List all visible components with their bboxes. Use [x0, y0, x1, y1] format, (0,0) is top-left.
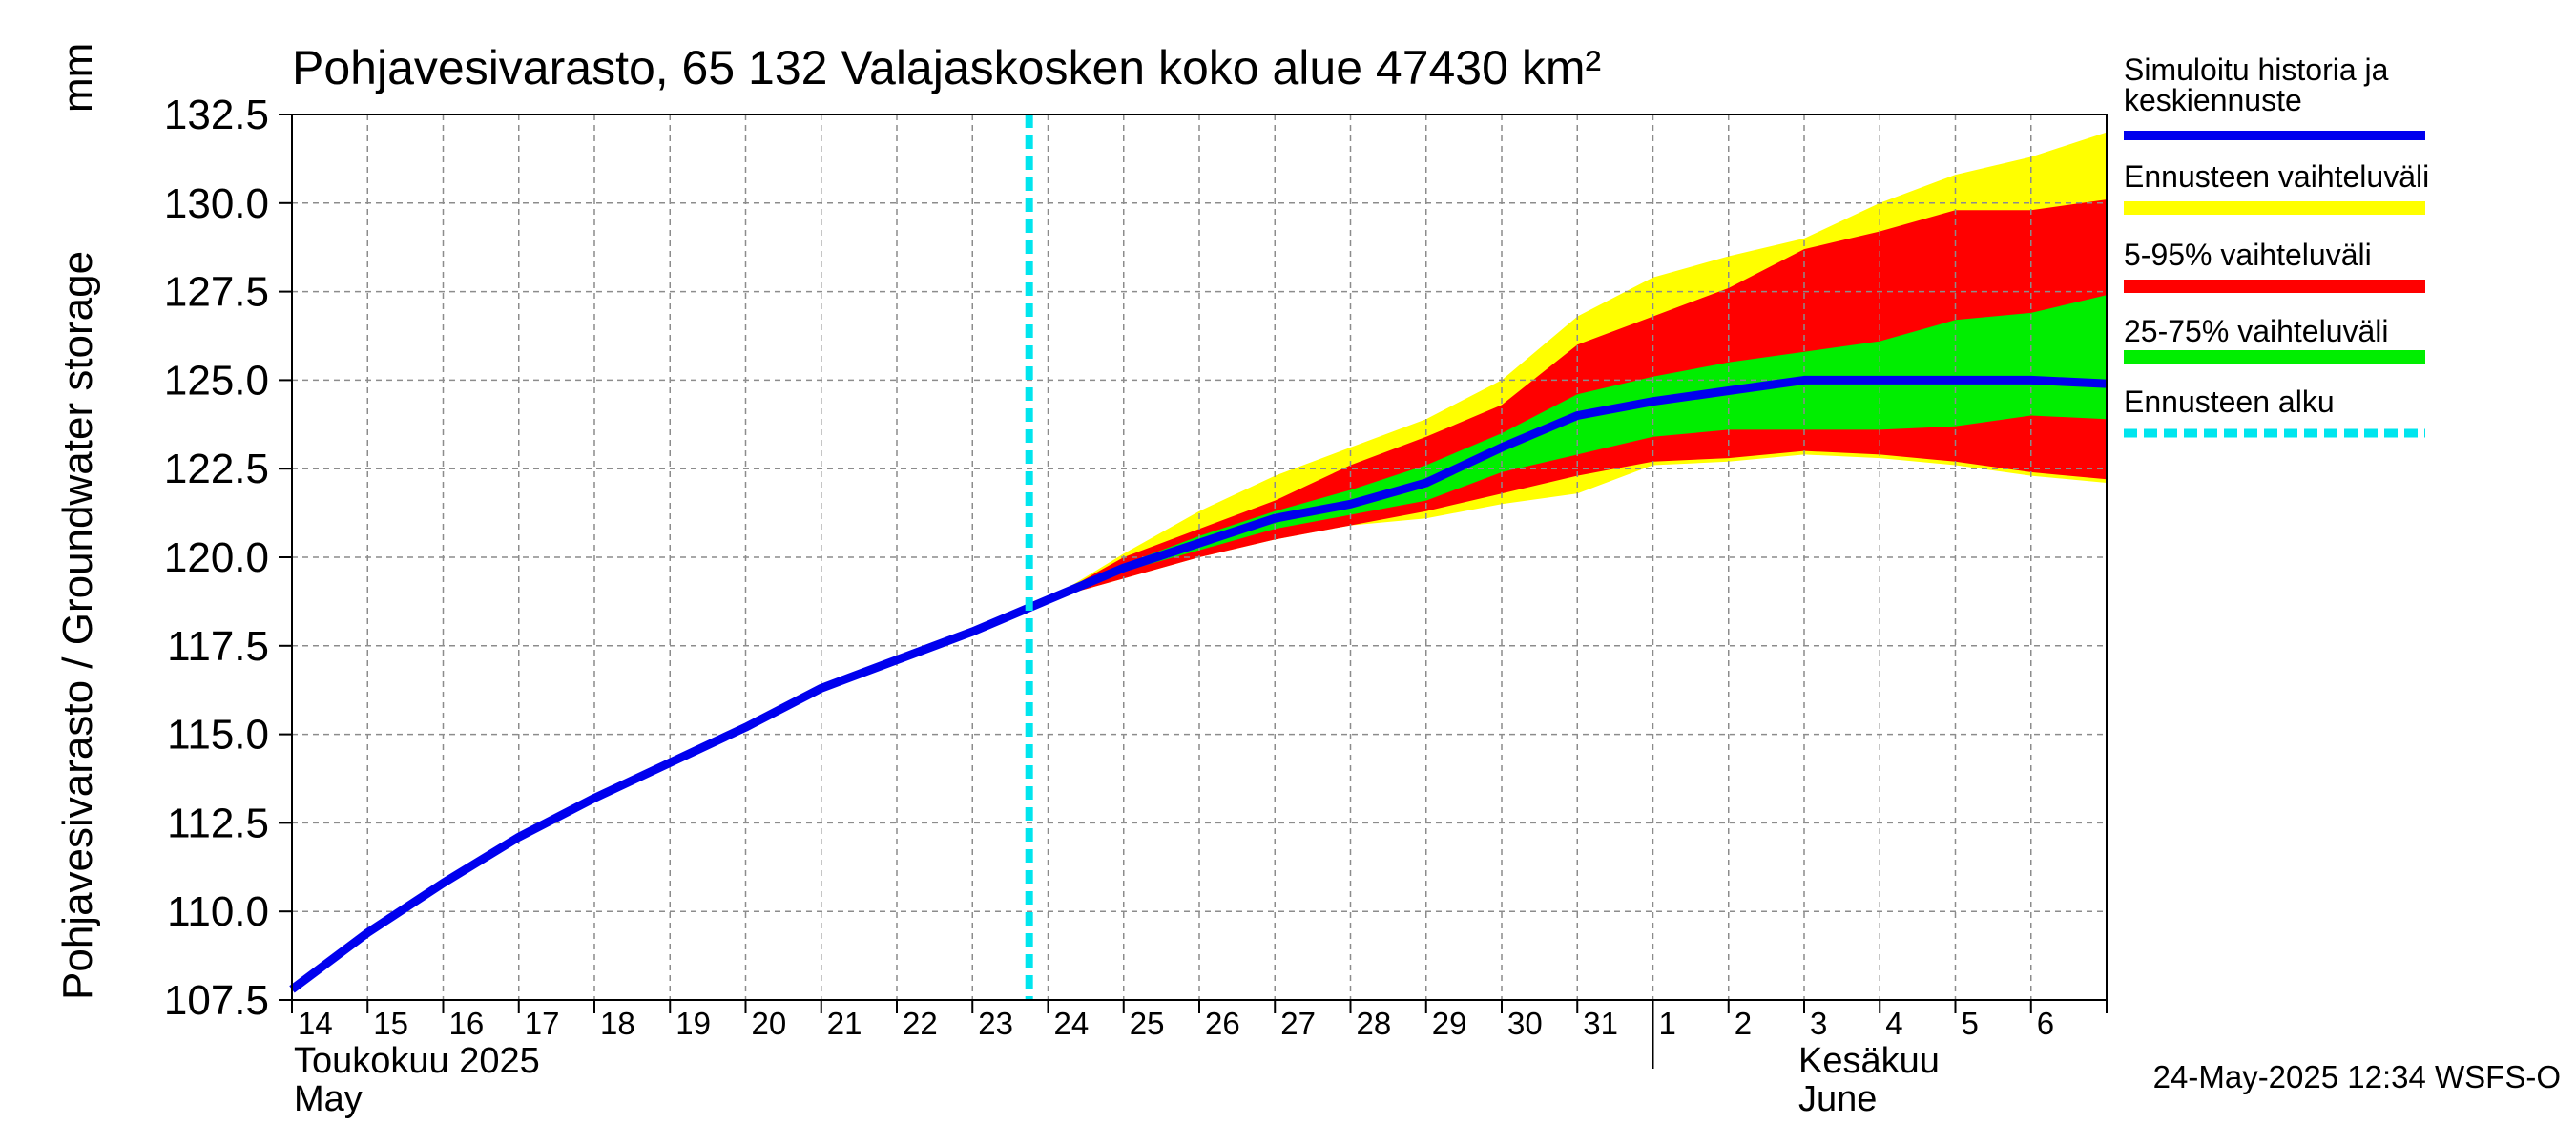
legend-label: Ennusteen alku — [2124, 385, 2335, 419]
x-axis: 14 15 16 17 18 19 20 21 22 23 24 25 26 27 28 29 30 31 1 2 3 4… — [291, 1000, 2108, 1119]
x-tick-label: 20 — [752, 1006, 787, 1041]
y-tick-label: 130.0 — [164, 180, 269, 227]
x-tick-label: 24 — [1054, 1006, 1090, 1041]
x-tick-label: 27 — [1280, 1006, 1316, 1041]
month-label: Toukokuu 2025 — [294, 1041, 540, 1081]
x-tick-label: 3 — [1810, 1006, 1827, 1041]
x-tick-label: 30 — [1507, 1006, 1543, 1041]
x-tick-label: 29 — [1432, 1006, 1467, 1041]
legend-swatch — [2124, 350, 2425, 364]
month-label-english: May — [294, 1079, 363, 1119]
legend-swatch — [2124, 280, 2425, 293]
x-tick-label: 4 — [1885, 1006, 1902, 1041]
y-axis-label: Pohjavesivarasto / Groundwater storage — [54, 251, 101, 1000]
x-tick-label: 1 — [1659, 1006, 1676, 1041]
y-tick-label: 125.0 — [164, 357, 269, 404]
month-label: Kesäkuu — [1798, 1041, 1940, 1081]
x-tick-label: 16 — [449, 1006, 485, 1041]
legend-swatch — [2124, 201, 2425, 215]
band-area-3 — [1048, 295, 2107, 600]
footer-timestamp: 24-May-2025 12:34 WSFS-O — [2153, 1059, 2561, 1094]
legend-label: keskiennuste — [2124, 83, 2302, 117]
x-tick-label: 26 — [1205, 1006, 1240, 1041]
x-tick-label: 14 — [298, 1006, 333, 1041]
y-tick-label: 132.5 — [164, 92, 269, 138]
line-layer — [289, 114, 2108, 1000]
y-axis-unit: mm — [54, 43, 101, 113]
x-tick-label: 28 — [1357, 1006, 1392, 1041]
x-tick-label: 22 — [903, 1006, 938, 1041]
y-tick-label: 117.5 — [167, 623, 269, 670]
y-tick-label: 112.5 — [167, 800, 269, 846]
x-tick-label: 23 — [978, 1006, 1013, 1041]
x-tick-label: 15 — [373, 1006, 408, 1041]
legend-label: 25-75% vaihteluväli — [2124, 314, 2389, 348]
x-tick-label: 21 — [827, 1006, 862, 1041]
legend-label: Ennusteen vaihteluväli — [2124, 159, 2429, 194]
y-axis: 107.5 110.0 112.5 115.0 117.5 120.0 122.5 125.0… — [164, 92, 292, 1024]
y-tick-label: 107.5 — [164, 977, 269, 1024]
x-tick-label: 19 — [675, 1006, 711, 1041]
x-tick-label: 6 — [2037, 1006, 2054, 1041]
legend-label: Simuloitu historia ja — [2124, 52, 2389, 87]
legend-label: 5-95% vaihteluväli — [2124, 238, 2372, 272]
y-tick-label: 115.0 — [167, 712, 269, 759]
x-tick-label: 5 — [1962, 1006, 1979, 1041]
chart-title: Pohjavesivarasto, 65 132 Valajaskosken k… — [292, 41, 1601, 94]
x-tick-label: 2 — [1735, 1006, 1752, 1041]
x-tick-label: 17 — [525, 1006, 560, 1041]
x-tick-label: 25 — [1130, 1006, 1165, 1041]
y-tick-label: 122.5 — [164, 446, 269, 492]
series-line-1 — [289, 375, 2108, 993]
y-tick-label: 110.0 — [167, 888, 269, 935]
x-tick-label: 31 — [1583, 1006, 1618, 1041]
month-label-english: June — [1798, 1079, 1877, 1119]
x-tick-label: 18 — [600, 1006, 635, 1041]
y-tick-label: 120.0 — [164, 534, 269, 581]
y-tick-label: 127.5 — [164, 269, 269, 316]
